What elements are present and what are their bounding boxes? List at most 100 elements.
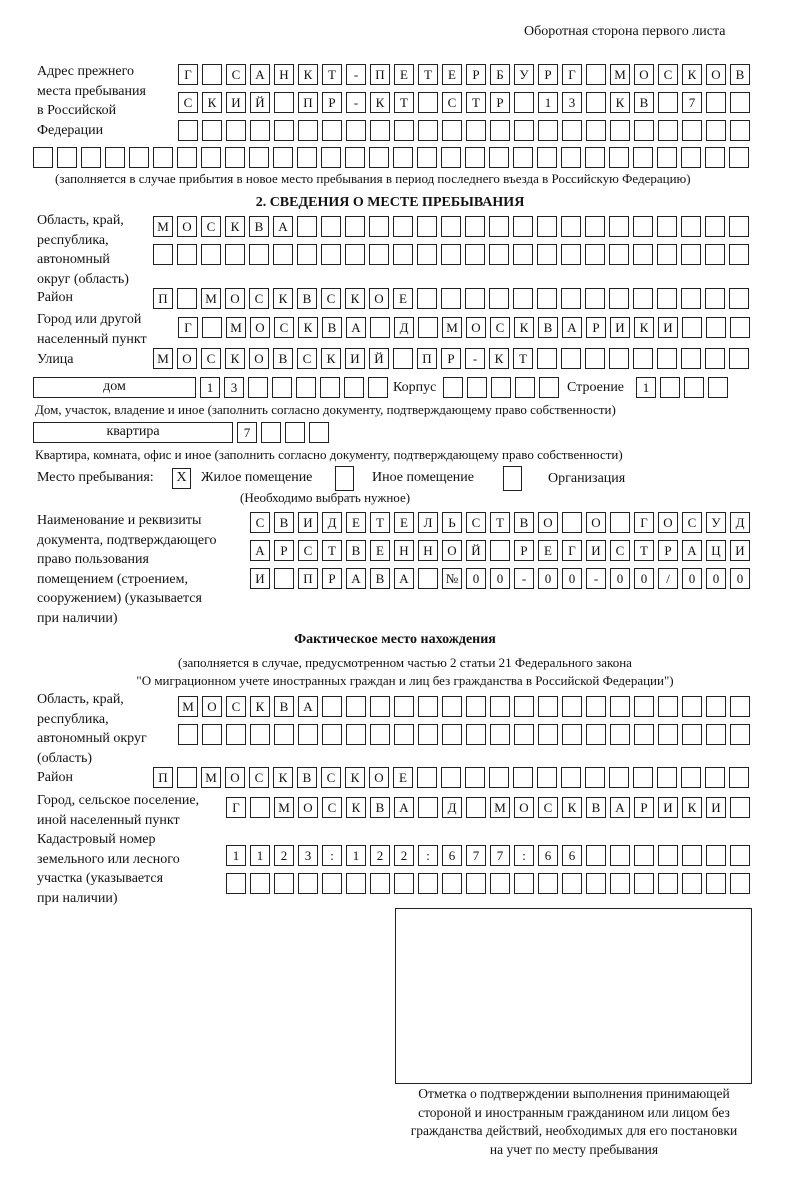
char-cell[interactable]: С xyxy=(442,92,462,113)
char-cell[interactable]: - xyxy=(346,92,366,113)
char-cell[interactable] xyxy=(370,724,390,745)
char-cell[interactable] xyxy=(225,147,245,168)
char-cell[interactable]: Р xyxy=(441,348,461,369)
char-cell[interactable] xyxy=(682,873,702,894)
char-cell[interactable] xyxy=(418,120,438,141)
char-cell[interactable] xyxy=(634,696,654,717)
char-cell[interactable]: К xyxy=(345,767,365,788)
char-cell[interactable] xyxy=(538,873,558,894)
char-cell[interactable] xyxy=(730,797,750,818)
char-cell[interactable] xyxy=(729,147,749,168)
char-cell[interactable] xyxy=(609,767,629,788)
char-cell[interactable]: 6 xyxy=(538,845,558,866)
char-cell[interactable] xyxy=(610,120,630,141)
char-cell[interactable]: 0 xyxy=(466,568,486,589)
char-cell[interactable] xyxy=(705,147,725,168)
char-cell[interactable]: Р xyxy=(658,540,678,561)
char-cell[interactable]: Д xyxy=(730,512,750,533)
char-cell[interactable]: М xyxy=(274,797,294,818)
char-cell[interactable]: Н xyxy=(394,540,414,561)
char-cell[interactable] xyxy=(153,244,173,265)
char-cell[interactable] xyxy=(682,696,702,717)
char-cell[interactable] xyxy=(465,767,485,788)
char-cell[interactable]: Е xyxy=(442,64,462,85)
char-cell[interactable] xyxy=(226,724,246,745)
char-cell[interactable] xyxy=(562,873,582,894)
char-cell[interactable] xyxy=(490,120,510,141)
char-cell[interactable] xyxy=(706,317,726,338)
char-cell[interactable]: Е xyxy=(393,767,413,788)
char-cell[interactable] xyxy=(370,317,390,338)
char-cell[interactable]: П xyxy=(298,568,318,589)
char-cell[interactable] xyxy=(417,216,437,237)
char-cell[interactable]: М xyxy=(178,696,198,717)
char-cell[interactable]: О xyxy=(225,767,245,788)
char-cell[interactable]: С xyxy=(274,317,294,338)
char-cell[interactable]: Ь xyxy=(442,512,462,533)
char-cell[interactable]: К xyxy=(562,797,582,818)
char-cell[interactable] xyxy=(177,244,197,265)
char-cell[interactable] xyxy=(322,696,342,717)
char-cell[interactable] xyxy=(297,147,317,168)
char-cell[interactable]: 2 xyxy=(274,845,294,866)
char-cell[interactable]: В xyxy=(274,512,294,533)
char-cell[interactable]: Р xyxy=(322,568,342,589)
char-cell[interactable] xyxy=(610,696,630,717)
char-cell[interactable]: 3 xyxy=(224,377,244,398)
char-cell[interactable]: В xyxy=(346,540,366,561)
char-cell[interactable] xyxy=(441,147,461,168)
char-cell[interactable] xyxy=(418,317,438,338)
char-cell[interactable] xyxy=(442,724,462,745)
char-cell[interactable]: 0 xyxy=(706,568,726,589)
char-cell[interactable]: К xyxy=(298,64,318,85)
char-cell[interactable]: Т xyxy=(634,540,654,561)
char-cell[interactable]: П xyxy=(153,288,173,309)
char-cell[interactable] xyxy=(706,696,726,717)
char-cell[interactable]: И xyxy=(730,540,750,561)
char-cell[interactable] xyxy=(609,244,629,265)
char-cell[interactable] xyxy=(225,244,245,265)
char-cell[interactable]: 2 xyxy=(370,845,390,866)
char-cell[interactable]: С xyxy=(490,317,510,338)
char-cell[interactable] xyxy=(706,92,726,113)
char-cell[interactable]: Г xyxy=(562,540,582,561)
char-cell[interactable]: Л xyxy=(418,512,438,533)
char-cell[interactable] xyxy=(657,147,677,168)
char-cell[interactable]: В xyxy=(297,288,317,309)
char-cell[interactable] xyxy=(261,422,281,443)
char-cell[interactable]: В xyxy=(370,568,390,589)
char-cell[interactable] xyxy=(369,216,389,237)
char-cell[interactable] xyxy=(490,696,510,717)
char-cell[interactable]: В xyxy=(274,696,294,717)
char-cell[interactable] xyxy=(394,120,414,141)
char-cell[interactable] xyxy=(344,377,364,398)
char-cell[interactable] xyxy=(730,696,750,717)
char-cell[interactable] xyxy=(657,288,677,309)
char-cell[interactable] xyxy=(250,873,270,894)
char-cell[interactable]: Е xyxy=(370,540,390,561)
char-cell[interactable]: 0 xyxy=(610,568,630,589)
char-cell[interactable] xyxy=(730,724,750,745)
char-cell[interactable]: А xyxy=(298,696,318,717)
char-cell[interactable] xyxy=(729,348,749,369)
char-cell[interactable]: А xyxy=(346,317,366,338)
char-cell[interactable] xyxy=(610,512,630,533)
char-cell[interactable]: 0 xyxy=(682,568,702,589)
char-cell[interactable]: О xyxy=(466,317,486,338)
char-cell[interactable] xyxy=(730,845,750,866)
char-cell[interactable]: Ц xyxy=(706,540,726,561)
char-cell[interactable]: О xyxy=(369,288,389,309)
char-cell[interactable] xyxy=(274,873,294,894)
char-cell[interactable] xyxy=(465,244,485,265)
char-cell[interactable]: Й xyxy=(369,348,389,369)
char-cell[interactable] xyxy=(250,724,270,745)
char-cell[interactable] xyxy=(586,845,606,866)
char-cell[interactable] xyxy=(417,288,437,309)
char-cell[interactable] xyxy=(442,120,462,141)
char-cell[interactable] xyxy=(418,797,438,818)
char-cell[interactable]: В xyxy=(634,92,654,113)
char-cell[interactable]: А xyxy=(394,797,414,818)
char-cell[interactable]: 1 xyxy=(636,377,656,398)
char-cell[interactable] xyxy=(657,216,677,237)
char-cell[interactable] xyxy=(706,120,726,141)
